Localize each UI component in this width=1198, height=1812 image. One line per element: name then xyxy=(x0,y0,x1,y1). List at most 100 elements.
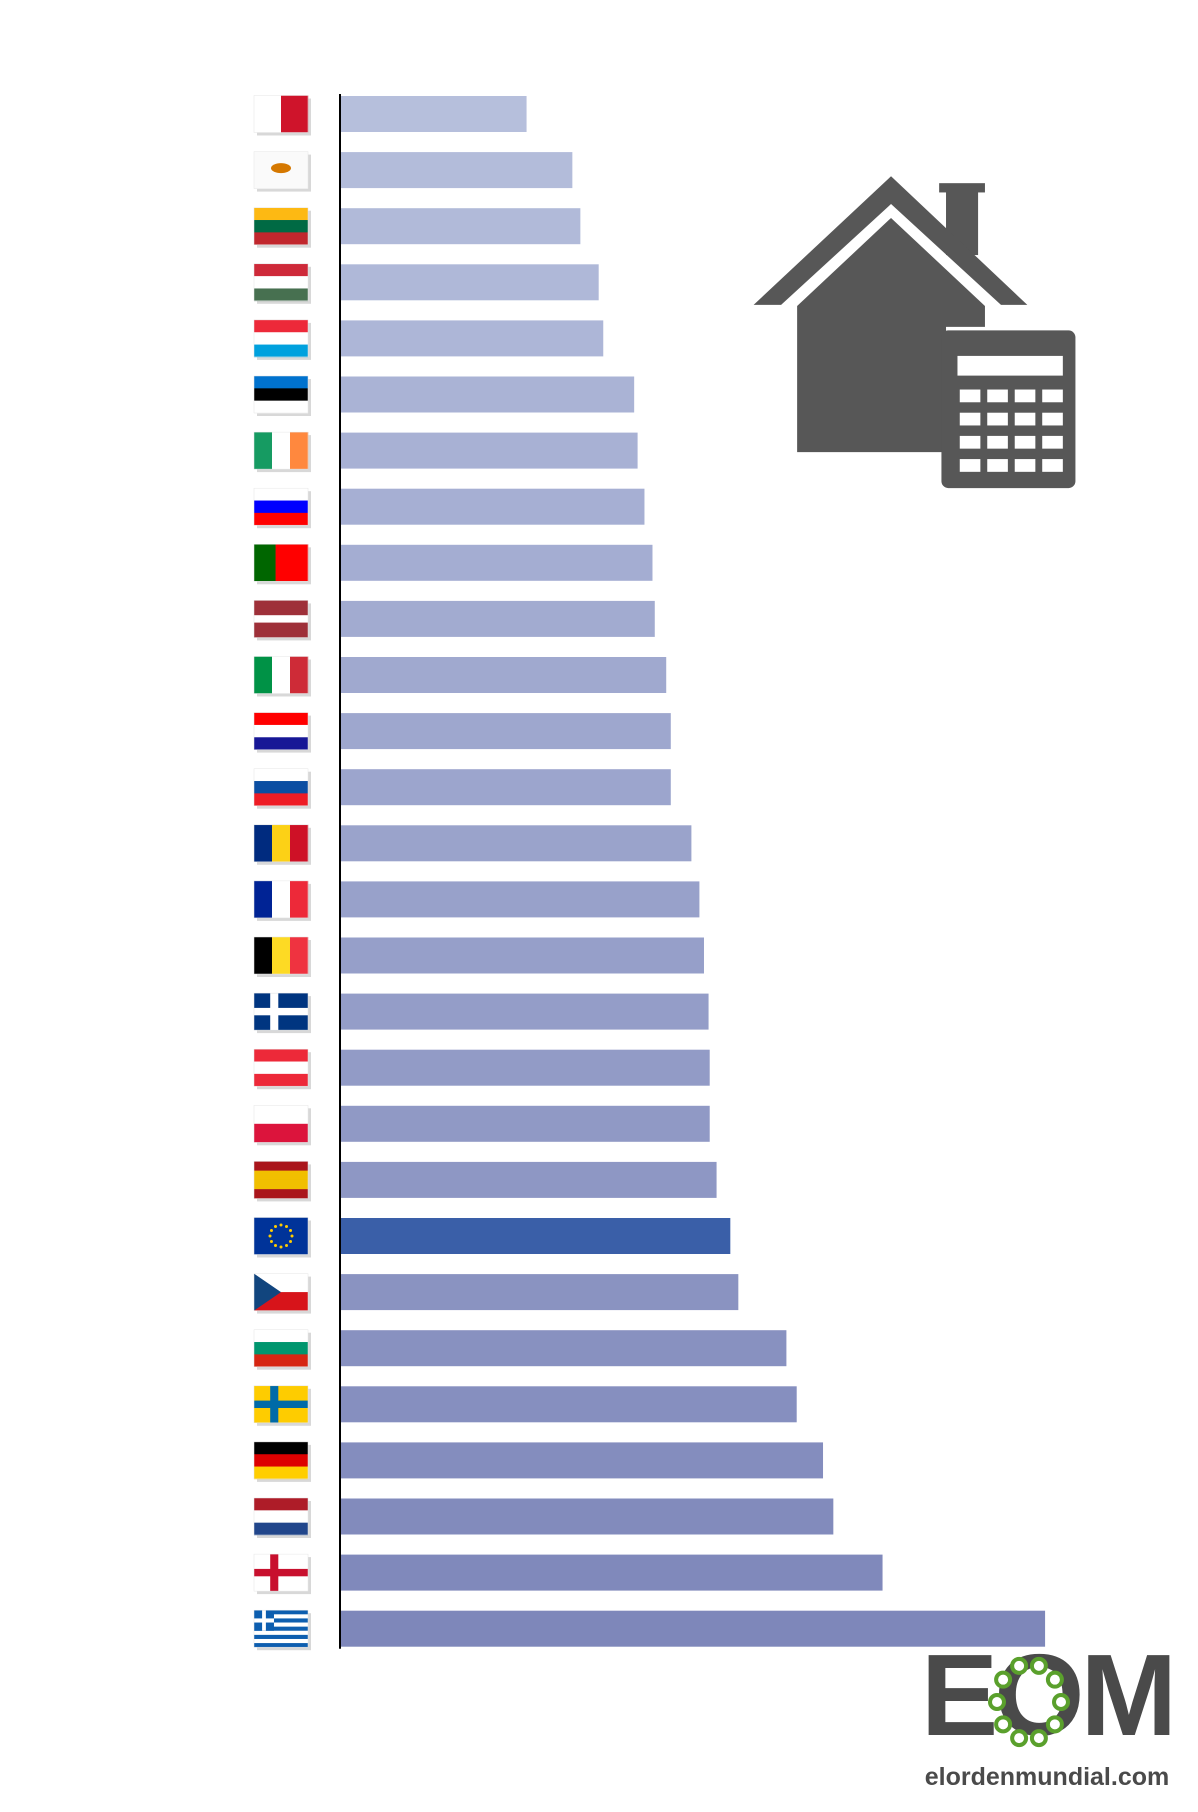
flag-stripe xyxy=(272,880,291,918)
flag-border xyxy=(253,263,309,302)
flag-stripe xyxy=(254,95,282,133)
flag-star xyxy=(289,1240,293,1243)
flag-stripe xyxy=(254,1161,308,1171)
flag-border xyxy=(253,880,309,919)
flag-star xyxy=(285,1244,288,1248)
flag-stripe xyxy=(264,544,276,582)
flag xyxy=(253,1217,311,1258)
flag-star xyxy=(289,1229,293,1232)
flag-border xyxy=(253,824,309,863)
flag-stripe xyxy=(254,1498,308,1511)
bar xyxy=(340,376,635,413)
flag-stripe xyxy=(254,1510,308,1523)
flag-cross xyxy=(262,1610,266,1631)
flag xyxy=(253,151,311,192)
bar xyxy=(340,1554,883,1591)
flag-border xyxy=(253,207,309,245)
logo-dot xyxy=(1010,1729,1029,1748)
flag-stripe xyxy=(290,432,309,470)
flag-stripe xyxy=(254,1441,308,1455)
flag-stripe xyxy=(297,544,309,582)
flag-stripe xyxy=(254,288,308,302)
flag-border xyxy=(253,768,309,806)
logo-dot xyxy=(1029,1656,1048,1675)
flag-stripe xyxy=(254,1354,308,1367)
flag-stripe xyxy=(254,1610,308,1615)
flag xyxy=(253,207,311,248)
flag-cross xyxy=(270,1554,279,1592)
flag-stripe xyxy=(254,1466,308,1480)
flag-star xyxy=(269,1240,273,1243)
bar xyxy=(340,1161,717,1198)
flag-stripe xyxy=(290,656,309,694)
logo-dot xyxy=(1029,1729,1048,1748)
flag-border xyxy=(253,1048,309,1087)
flag-border xyxy=(253,1161,309,1199)
flag xyxy=(253,712,311,753)
flag-stripe xyxy=(254,607,308,616)
bar xyxy=(340,1498,834,1535)
flag-cross xyxy=(270,993,279,1031)
flag-star xyxy=(274,1224,277,1228)
flag-stripe xyxy=(272,656,291,694)
flag xyxy=(253,1441,311,1482)
flag-stripe xyxy=(254,1618,308,1623)
flag xyxy=(253,319,311,360)
logo-dot xyxy=(994,1670,1013,1689)
flag-star xyxy=(268,1234,272,1238)
bar xyxy=(340,937,704,974)
bar xyxy=(340,600,655,637)
flag-border xyxy=(253,936,309,975)
flag-stripe xyxy=(254,207,308,221)
logo-dot xyxy=(1052,1693,1070,1711)
flag-stripe xyxy=(254,263,308,277)
bar xyxy=(340,488,645,525)
bar xyxy=(340,1386,797,1423)
flag xyxy=(253,544,311,585)
flag-border xyxy=(253,1553,309,1592)
flag-star xyxy=(290,1234,294,1238)
flag-star xyxy=(269,1229,273,1232)
bar xyxy=(340,432,638,469)
bar xyxy=(340,1049,710,1086)
bar xyxy=(340,1610,1046,1647)
bar xyxy=(340,264,599,301)
flag-stripe xyxy=(254,500,308,514)
flag-stripe xyxy=(254,724,308,738)
flag-border xyxy=(253,375,309,414)
flag xyxy=(253,487,311,529)
flag-stripe xyxy=(254,1622,308,1627)
bar xyxy=(340,769,671,806)
bar xyxy=(340,208,581,245)
flag-emblem xyxy=(271,163,291,174)
flag-stripe xyxy=(254,1049,308,1062)
bar xyxy=(340,320,604,357)
bar xyxy=(340,544,653,581)
flag-stripe xyxy=(254,880,273,918)
flag-stripe xyxy=(254,332,308,345)
flag-cross xyxy=(254,1007,308,1016)
bar xyxy=(340,152,573,189)
flag xyxy=(253,656,311,697)
flag-stripe xyxy=(286,544,298,582)
bar xyxy=(340,1274,739,1311)
flag-star xyxy=(279,1245,283,1249)
flag-stripe xyxy=(254,781,308,794)
flag-star xyxy=(279,1223,283,1227)
flag-border xyxy=(253,600,309,638)
flag-stripe xyxy=(281,95,309,133)
flag-stripe xyxy=(254,220,308,233)
logo-dot xyxy=(1045,1715,1064,1734)
flag xyxy=(253,1048,311,1090)
flag-stripe xyxy=(254,630,308,638)
flag-star xyxy=(285,1224,288,1228)
flag xyxy=(253,936,311,977)
flag xyxy=(253,992,311,1034)
flag-border xyxy=(253,319,309,358)
flag xyxy=(253,95,311,136)
flag-border xyxy=(253,487,309,526)
flag-stripe xyxy=(254,622,308,631)
flag-border xyxy=(253,712,309,750)
flag xyxy=(253,1553,311,1595)
